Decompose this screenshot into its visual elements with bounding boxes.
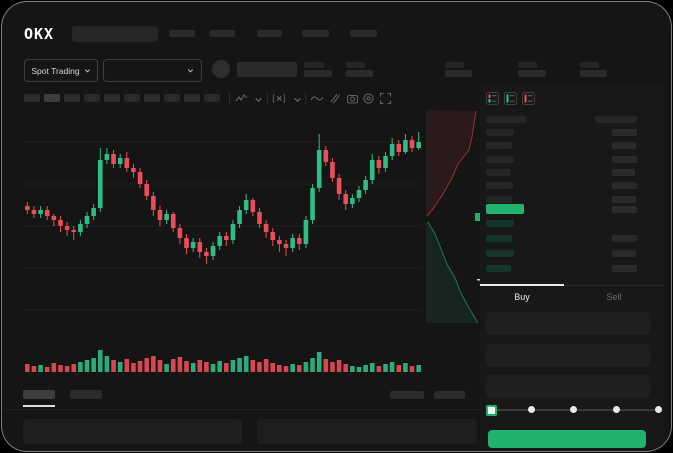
stat-value-3 [445,70,472,77]
orderbook-ask-row[interactable] [480,182,664,190]
amount-slider-track[interactable] [486,405,662,416]
bottom-tab-active[interactable] [23,390,55,399]
timeframe-button-1[interactable] [24,94,40,102]
search-input[interactable] [72,26,158,42]
slider-stop-50[interactable] [570,406,577,413]
orderbook-asks [480,129,664,205]
line-tool-icon[interactable] [310,93,324,104]
timeframe-button-9[interactable] [184,94,200,102]
chevron-down-icon [187,69,194,73]
orderbook-ask-row[interactable] [480,195,664,203]
chevron-down-icon [84,69,90,73]
orderbook-ask-row[interactable] [480,155,664,163]
depth-bids-area [426,222,478,323]
amount-input[interactable] [486,344,650,367]
total-input[interactable] [486,375,650,398]
orderbook-view-both-icon[interactable] [486,92,499,105]
orderbook-view-asks-icon[interactable] [522,92,535,105]
orderbook-ask-row[interactable] [480,129,664,136]
slider-stop-75[interactable] [613,406,620,413]
bottom-tab-underline [23,405,55,407]
orderbook-bid-row[interactable] [480,235,664,242]
orderbook-bid-row[interactable] [480,250,664,257]
pair-title-placeholder [237,62,297,77]
nav-item-1[interactable] [169,30,195,37]
slider-stop-25[interactable] [528,406,535,413]
slider-handle[interactable] [486,405,497,416]
toolbar-divider [229,92,230,104]
tab-buy[interactable]: Buy [514,292,530,302]
bottom-panel-right [257,419,477,444]
settings-icon[interactable] [362,92,375,105]
candlestick-style-icon[interactable] [235,92,248,105]
bottom-action-2[interactable] [434,391,465,399]
bottom-divider [2,409,480,410]
stat-label-1 [304,62,324,68]
coin-avatar [212,60,230,78]
nav-item-5[interactable] [350,30,377,37]
stat-value-1 [304,70,332,77]
orderbook-last-amount [612,206,637,213]
camera-icon[interactable] [346,92,359,105]
depth-asks-area [426,110,476,216]
orderbook-header-price [486,116,526,123]
compare-icon[interactable] [328,92,341,105]
nav-item-2[interactable] [210,30,235,37]
pair-dropdown[interactable] [103,59,202,82]
stat-value-2 [346,70,373,77]
timeframe-button-10[interactable] [204,94,220,102]
depth-asks-line [426,110,477,217]
price-tick-marker [477,279,482,281]
right-panel: Buy Sell [480,86,664,448]
volume-chart[interactable] [24,332,422,374]
stat-label-3 [445,62,464,68]
orderbook-bid-row[interactable] [480,220,664,227]
candlestick-chart[interactable] [24,114,422,332]
orderbook-ask-row[interactable] [480,142,664,150]
timeframe-button-4[interactable] [84,94,100,102]
market-type-dropdown[interactable]: Spot Trading [24,59,98,82]
fullscreen-icon[interactable] [379,92,392,105]
depth-bids-line [427,221,479,324]
chevron-down-icon[interactable] [293,95,302,104]
timeframe-button-3[interactable] [64,94,80,102]
price-input[interactable] [486,312,650,335]
bottom-tab-2[interactable] [70,390,102,399]
toolbar-divider [267,92,268,104]
buy-submit-button[interactable] [488,430,646,448]
orderbook-view-bids-icon[interactable] [504,92,517,105]
orderbook-last-price[interactable] [486,204,524,214]
indicators-icon[interactable] [272,92,287,105]
stat-label-4 [518,62,537,68]
orderbook-bids [480,220,664,280]
bottom-panel-left [23,419,242,444]
depth-chart[interactable] [426,110,482,325]
market-type-label: Spot Trading [31,65,80,76]
slider-stop-100[interactable] [655,406,662,413]
stat-label-5 [580,62,599,68]
active-tab-indicator [480,284,564,286]
stat-value-5 [580,70,607,77]
stat-value-4 [518,70,546,77]
timeframe-button-6[interactable] [124,94,140,102]
timeframe-button-2[interactable] [44,94,60,102]
toolbar-divider [305,92,306,104]
okx-logo: OKX [24,25,55,43]
timeframe-button-5[interactable] [104,94,120,102]
timeframe-button-7[interactable] [144,94,160,102]
chevron-down-icon[interactable] [254,95,263,104]
tabs-divider [480,285,664,286]
bottom-action-1[interactable] [390,391,424,399]
stat-label-2 [346,62,365,68]
orderbook-ask-row[interactable] [480,168,664,176]
orderbook-header-amount [595,116,637,123]
timeframe-button-8[interactable] [164,94,180,102]
orderbook-bid-row[interactable] [480,265,664,272]
nav-item-3[interactable] [257,30,282,37]
tab-sell[interactable]: Sell [606,292,622,302]
nav-item-4[interactable] [302,30,329,37]
